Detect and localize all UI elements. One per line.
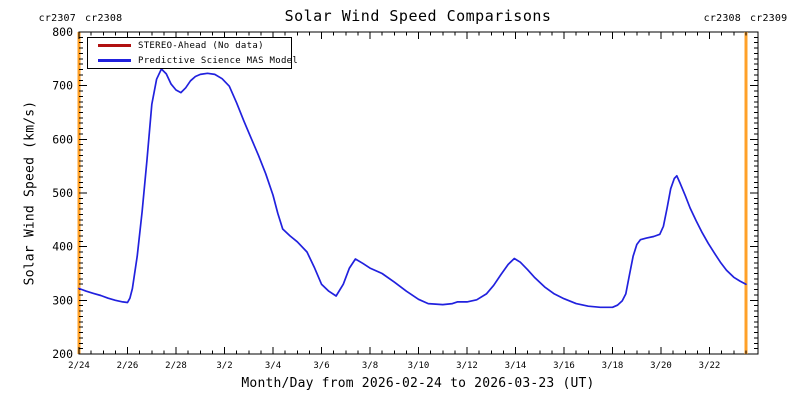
x-tick-label: 3/18 bbox=[602, 361, 624, 371]
carrington-label-left-cr2308: cr2308 bbox=[85, 13, 123, 24]
y-axis-title: Solar Wind Speed (km/s) bbox=[22, 100, 38, 286]
series-line-mas bbox=[78, 68, 747, 309]
y-tick-label: 400 bbox=[52, 240, 73, 254]
plot-border bbox=[78, 31, 759, 355]
legend-label-mas: Predictive Science MAS Model bbox=[138, 55, 299, 66]
legend-line-mas-icon bbox=[98, 59, 131, 62]
x-tick-label: 3/10 bbox=[408, 361, 430, 371]
legend-entry-mas: Predictive Science MAS Model bbox=[88, 54, 298, 67]
x-tick-label: 3/16 bbox=[553, 361, 575, 371]
carrington-label-left-cr2307: cr2307 bbox=[38, 13, 76, 24]
y-tick-label: 300 bbox=[52, 293, 73, 307]
y-tick-label: 700 bbox=[52, 79, 73, 93]
x-tick-label: 3/2 bbox=[216, 361, 232, 371]
y-tick-label: 200 bbox=[52, 347, 73, 361]
x-tick-label: 3/8 bbox=[362, 361, 378, 371]
x-axis-title: Month/Day from 2026-02-24 to 2026-03-23 … bbox=[241, 376, 595, 391]
x-tick-label: 2/24 bbox=[68, 361, 90, 371]
chart-title: Solar Wind Speed Comparisons bbox=[284, 7, 552, 25]
legend-entry-stereo: STEREO-Ahead (No data) bbox=[88, 39, 291, 52]
y-tick-label: 800 bbox=[52, 25, 73, 39]
x-tick-label: 3/22 bbox=[699, 361, 721, 371]
carrington-label-right-cr2309: cr2309 bbox=[750, 13, 788, 24]
x-tick-label: 2/28 bbox=[165, 361, 187, 371]
x-tick-label: 2/26 bbox=[117, 361, 139, 371]
x-tick-label: 3/12 bbox=[456, 361, 478, 371]
legend-label-stereo: STEREO-Ahead (No data) bbox=[138, 40, 264, 51]
x-tick-label: 3/6 bbox=[313, 361, 329, 371]
x-tick-label: 3/14 bbox=[505, 361, 527, 371]
x-tick-label: 3/4 bbox=[265, 361, 281, 371]
legend: STEREO-Ahead (No data) Predictive Scienc… bbox=[87, 37, 298, 69]
y-tick-label: 500 bbox=[52, 186, 73, 200]
legend-line-stereo-icon bbox=[98, 44, 131, 47]
carrington-label-right-cr2308: cr2308 bbox=[703, 13, 741, 24]
y-tick-label: 600 bbox=[52, 132, 73, 146]
x-tick-label: 3/20 bbox=[650, 361, 672, 371]
